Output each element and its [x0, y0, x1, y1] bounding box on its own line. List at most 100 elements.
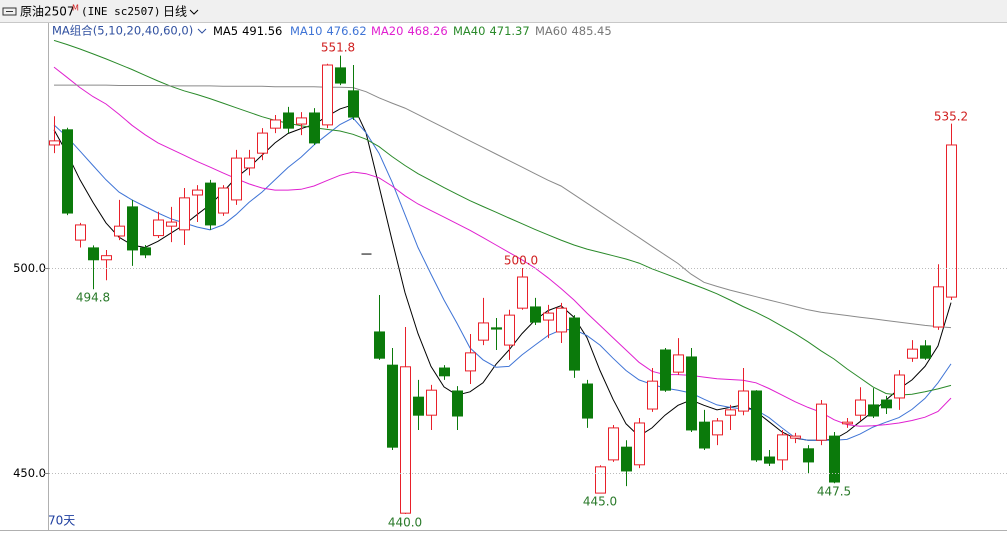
candle-body	[439, 367, 450, 377]
candle-body	[777, 434, 788, 461]
symbol-icon[interactable]	[2, 7, 17, 16]
candle-body	[556, 307, 567, 333]
candle-body	[140, 247, 151, 256]
candle-body	[75, 224, 86, 241]
candle-body	[699, 421, 710, 449]
legend-value: 491.56	[242, 24, 282, 38]
candle-body	[452, 390, 463, 417]
candle-body	[127, 206, 138, 251]
candle-body	[673, 354, 684, 373]
candle-body	[829, 435, 840, 483]
ma-line	[53, 117, 952, 441]
price-annotation: 494.8	[76, 291, 110, 305]
days-label: 70天	[48, 514, 75, 528]
candle-body	[894, 374, 905, 399]
candle-body	[88, 247, 99, 261]
candle-body	[166, 221, 177, 227]
candle-body	[764, 456, 775, 464]
candle-body	[946, 144, 957, 298]
ma-line	[53, 66, 952, 427]
candle-body	[348, 90, 359, 118]
candle-body	[270, 119, 281, 129]
candle-body	[205, 182, 216, 226]
symbol-code: (INE sc2507)	[81, 5, 160, 18]
candle-body	[907, 348, 918, 359]
ma-group[interactable]: MA组合(5,10,20,40,60,0)	[52, 24, 193, 38]
candle-body	[244, 157, 255, 169]
candle-body	[49, 140, 60, 146]
candle-body	[686, 356, 697, 431]
candle-body	[400, 366, 411, 514]
candle-body	[634, 422, 645, 466]
ma-line	[53, 104, 952, 441]
price-annotation: 500.0	[504, 254, 538, 268]
legend-entry: MA10 476.62	[290, 24, 367, 38]
ma-dropdown[interactable]	[197, 28, 207, 34]
candle-body	[725, 409, 736, 416]
legend-name: MA20	[371, 24, 403, 38]
legend-entry: MA20 468.26	[371, 24, 448, 38]
candle-body	[608, 427, 619, 461]
legend-entry: MA40 471.37	[453, 24, 530, 38]
price-annotation: 551.8	[321, 41, 355, 55]
price-annotation: 447.5	[817, 485, 851, 499]
candle-body	[582, 383, 593, 419]
y-tick-label: 500.0	[13, 261, 46, 275]
toolbar	[0, 0, 1007, 22]
legend-name: MA60	[535, 24, 567, 38]
price-annotation: 445.0	[583, 495, 617, 509]
candle-body	[101, 255, 112, 261]
candle-body	[660, 349, 671, 391]
candle-body	[478, 322, 489, 341]
candle-body	[257, 132, 268, 154]
candle-body	[309, 112, 320, 144]
candle-body	[517, 276, 528, 309]
candle-body	[283, 112, 294, 129]
candle-body	[335, 67, 346, 84]
legend-value: 471.37	[489, 24, 529, 38]
symbol-mark: M	[72, 4, 79, 13]
period[interactable]: 日线	[163, 5, 187, 19]
candle-body	[374, 331, 385, 359]
candle-body	[114, 225, 125, 237]
candle-body	[595, 466, 606, 494]
legend-entry: MA5 491.56	[213, 24, 282, 38]
legend-name: MA10	[290, 24, 322, 38]
price-annotation: 535.2	[934, 110, 968, 124]
candle-body	[426, 389, 437, 416]
legend-entry: MA60 485.45	[535, 24, 612, 38]
candle-body	[855, 399, 866, 416]
candle-body	[842, 421, 853, 425]
candle-body	[738, 390, 749, 412]
candle-body	[296, 117, 307, 125]
period-dropdown[interactable]	[189, 9, 199, 15]
candle-body	[62, 129, 73, 214]
candle-body	[647, 380, 658, 410]
candle-body	[192, 189, 203, 196]
candle-body	[179, 197, 190, 231]
candle-body	[803, 448, 814, 463]
candle-body	[621, 446, 632, 472]
plot	[49, 40, 957, 515]
candle-body	[712, 420, 723, 436]
legend-value: 485.45	[571, 24, 611, 38]
candle-body	[751, 390, 762, 461]
candle-body	[387, 364, 398, 448]
candle-body	[569, 317, 580, 371]
candle-body	[231, 157, 242, 201]
candle-body	[543, 312, 554, 321]
candle-body	[153, 219, 164, 237]
candle-body	[413, 396, 424, 416]
symbol[interactable]: 原油2507	[20, 5, 75, 19]
candle-body	[816, 403, 827, 441]
candle-body	[881, 399, 892, 409]
candle-body	[504, 314, 515, 346]
legend-name: MA40	[453, 24, 485, 38]
candle-body	[868, 404, 879, 417]
candle-body	[218, 187, 229, 214]
candle-body	[322, 64, 333, 126]
ma-line	[53, 40, 952, 396]
candle-body	[465, 352, 476, 372]
y-tick-label: 450.0	[13, 466, 46, 480]
